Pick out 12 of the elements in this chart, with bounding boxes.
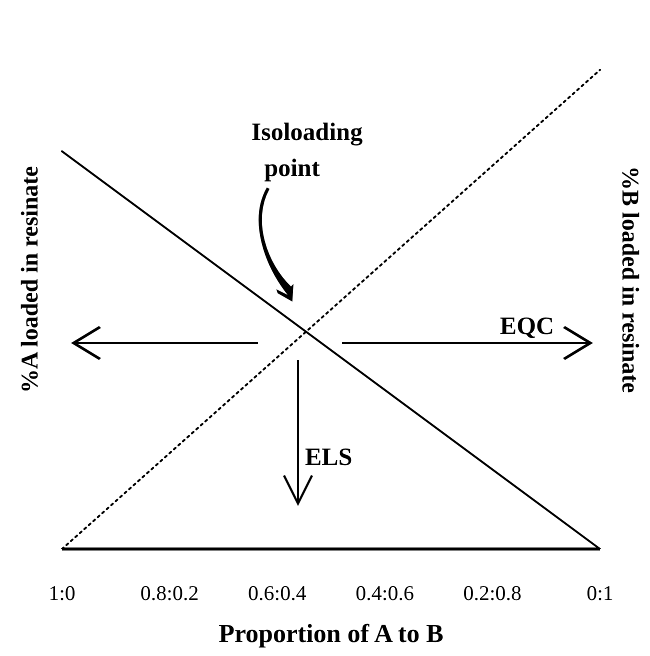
x-tick-label: 0.6:0.4	[248, 580, 307, 605]
x-axis-title: Proportion of A to B	[218, 619, 444, 648]
y-axis-title: %A loaded in resinate	[18, 166, 44, 393]
x-tick-label: 1:0	[48, 580, 76, 605]
y2-axis-title: %B loaded in resinate	[616, 166, 642, 394]
x-tick-label: 0.4:0.6	[356, 580, 414, 605]
x-tick-label: 0.8:0.2	[140, 580, 199, 605]
x-tick-label: 0.2:0.8	[463, 580, 522, 605]
annotation: ELS	[305, 444, 352, 471]
annotation: Isoloading point	[251, 119, 364, 182]
annotation: EQC	[500, 313, 554, 340]
x-tick-label: 0:1	[586, 580, 614, 605]
